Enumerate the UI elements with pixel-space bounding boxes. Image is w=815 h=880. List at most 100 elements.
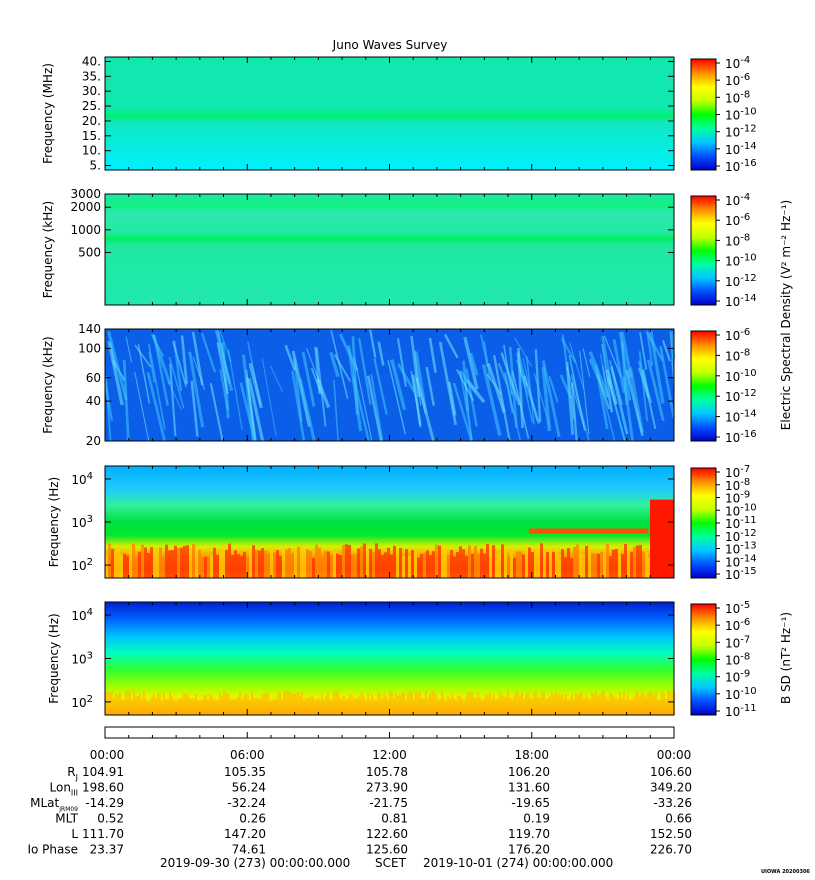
colorbar-tick-label: 10-4: [725, 192, 750, 208]
colorbar-tick-label: 10-10: [725, 253, 757, 269]
y-axis-label: Frequency (kHz): [41, 201, 55, 298]
spectrogram-panel-1: 40.35.30.25.20.15.10.5. Frequency (MHz) 10…: [41, 54, 757, 174]
colorbar: [690, 58, 717, 171]
colorbar-tick-label: 10-10: [725, 107, 757, 123]
time-tick-label: 12:00: [372, 748, 407, 762]
colorbar-tick-label: 10-8: [725, 89, 750, 105]
colorbar-tick-label: 10-11: [725, 703, 757, 719]
ephemeris-value: 176.20: [508, 843, 550, 857]
y-tick-label: 500: [78, 245, 101, 259]
colorbar-label-electric: Electric Spectral Density (V² m⁻² Hz⁻¹): [779, 200, 793, 430]
ephemeris-value: 122.60: [366, 827, 408, 841]
colorbar-tick-label: 10-4: [725, 55, 750, 71]
y-tick-label: 40.: [82, 54, 101, 68]
colorbar: [690, 467, 717, 579]
colorbar-tick-label: 10-10: [725, 502, 757, 518]
chart-title: Juno Waves Survey: [332, 38, 448, 52]
spectrogram-panel-3: 140 100 60 40 20 Frequency (kHz) 10-6 10-8 10-10…: [41, 322, 757, 448]
footer-end-time: 2019-10-01 (274) 00:00:00.000: [423, 856, 613, 870]
colorbar-tick-label: 10-6: [725, 212, 750, 228]
colorbar-tick-label: 10-6: [725, 72, 750, 88]
ephemeris-value: 56.24: [232, 781, 266, 795]
ephemeris-value: 226.70: [650, 843, 692, 857]
ephemeris-label: MLatJRM09: [30, 796, 78, 813]
y-tick-label: 40: [86, 394, 101, 408]
ephemeris-label: RJ: [67, 765, 78, 782]
ephemeris-value: -14.29: [85, 796, 124, 810]
spectrogram-background: [105, 329, 674, 441]
colorbar-tick-label: 10-14: [725, 553, 757, 569]
ephemeris-value: 105.35: [224, 765, 266, 779]
colorbar-tick-label: 10-12: [725, 528, 757, 544]
y-tick-label: 35.: [82, 69, 101, 83]
colorbar-tick-label: 10-8: [725, 232, 750, 248]
y-tick-label: 20.: [82, 114, 101, 128]
ephemeris-value: 106.60: [650, 765, 692, 779]
colorbar: [690, 603, 717, 716]
y-tick-label: 60: [86, 371, 101, 385]
y-tick-label: 30.: [82, 84, 101, 98]
ephemeris-value: 119.70: [508, 827, 550, 841]
ephemeris-value: 349.20: [650, 781, 692, 795]
colorbar-tick-label: 10-10: [725, 686, 757, 702]
y-tick-label: 104: [71, 471, 93, 487]
colorbar-tick-label: 10-16: [725, 429, 757, 445]
ephemeris-value: 198.60: [82, 781, 124, 795]
y-tick-label: 1000: [70, 223, 101, 237]
ephemeris-value: -19.65: [511, 796, 550, 810]
colorbar-tick-label: 10-12: [725, 388, 757, 404]
spectrogram-panel-4: 104 103 102 Frequency (Hz) 10-710-810-910-10…: [47, 464, 757, 582]
ephemeris-value: 273.90: [366, 781, 408, 795]
colorbar-tick-label: 10-5: [725, 600, 750, 616]
y-tick-label: 140: [78, 322, 101, 336]
ephemeris-value: 0.81: [381, 812, 408, 826]
y-axis-label: Frequency (Hz): [47, 477, 61, 568]
time-tick-label: 00:00: [90, 748, 125, 762]
y-tick-label: 5.: [90, 159, 101, 173]
y-tick-label: 25.: [82, 99, 101, 113]
ephemeris-value: 23.37: [90, 843, 124, 857]
footer-start-time: 2019-09-30 (273) 00:00:00.000: [160, 856, 350, 870]
colorbar-tick-label: 10-6: [725, 617, 750, 633]
colorbar-tick-label: 10-12: [725, 124, 757, 140]
ephemeris-value: 74.61: [232, 843, 266, 857]
colorbar-tick-label: 10-7: [725, 634, 750, 650]
ephemeris-value: 0.66: [665, 812, 692, 826]
colorbar-tick-label: 10-8: [725, 652, 750, 668]
emission-features: [105, 499, 674, 578]
colorbar-tick-label: 10-8: [725, 477, 750, 493]
y-tick-label: 20: [86, 434, 101, 448]
colorbar-tick-label: 10-6: [725, 327, 750, 343]
colorbar-tick-label: 10-9: [725, 490, 750, 506]
ephemeris-value: 0.26: [239, 812, 266, 826]
ephemeris-value: 125.60: [366, 843, 408, 857]
spectrogram-background: [105, 57, 674, 170]
y-tick-label: 102: [71, 557, 93, 573]
emission-features: [103, 328, 676, 442]
colorbar-tick-label: 10-13: [725, 541, 757, 557]
y-axis-label: Frequency (kHz): [41, 336, 55, 433]
colorbar-tick-label: 10-9: [725, 669, 750, 685]
ephemeris-value: 0.52: [97, 812, 124, 826]
ephemeris-value: -33.26: [653, 796, 692, 810]
colorbar: [690, 195, 717, 306]
ephemeris-label: Io Phase: [27, 843, 78, 857]
ephemeris-value: 104.91: [82, 765, 124, 779]
y-tick-label: 103: [71, 514, 93, 530]
colorbar-tick-label: 10-10: [725, 368, 757, 384]
colorbar-tick-label: 10-12: [725, 273, 757, 289]
y-tick-label: 102: [71, 694, 93, 710]
ephemeris-value: 111.70: [82, 827, 124, 841]
y-tick-label: 10.: [82, 144, 101, 158]
ephemeris-value: -32.24: [227, 796, 266, 810]
colorbar-tick-label: 10-14: [725, 409, 757, 425]
time-tick-label: 00:00: [657, 748, 692, 762]
ephemeris-value: 152.50: [650, 827, 692, 841]
ephemeris-label: L: [71, 827, 78, 841]
y-tick-label: 100: [78, 341, 101, 355]
colorbar-tick-label: 10-16: [725, 158, 757, 174]
ephemeris-value: 131.60: [508, 781, 550, 795]
